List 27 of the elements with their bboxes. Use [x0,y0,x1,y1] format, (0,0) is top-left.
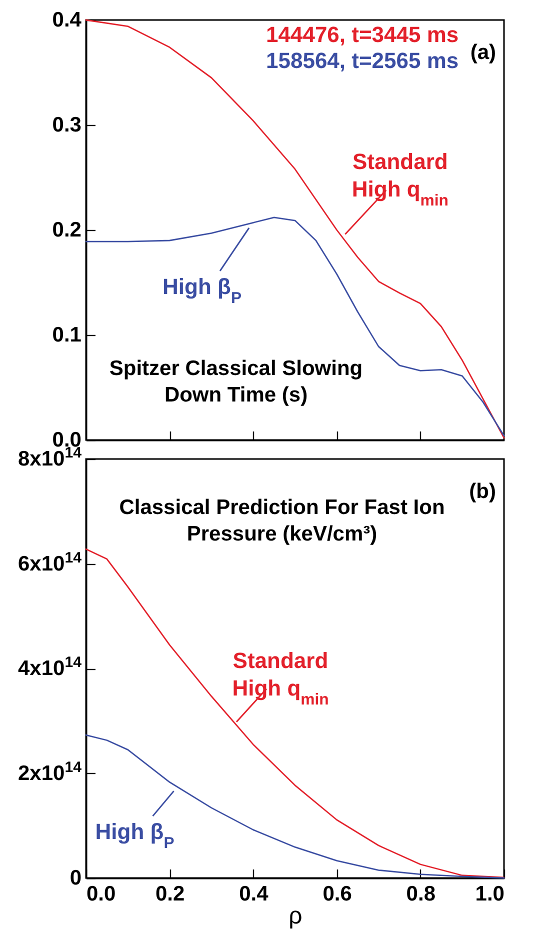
x-tick-label: 0.0 [86,882,116,906]
x-tick-label: 0.6 [322,882,352,906]
annotation: High β$_{P}$ [162,274,242,306]
annotation: (a) [470,41,496,64]
line-series [85,19,505,439]
y-tick-label: 0 [70,866,82,890]
y-tick-label: 6x10$^{14}$ [18,548,82,576]
annotation: Standard High q$_{min}$ [352,149,448,210]
annotation: Standard High q$_{min}$ [232,648,329,708]
line-series [85,216,505,436]
y-tick-label: 4x10$^{14}$ [18,654,82,680]
y-tick-label: 0.1 [52,324,82,346]
x-tick-label: 0.2 [156,882,185,906]
text: Classical Prediction For Fast Ion Pressure (keV/cm³) [119,496,445,546]
y-tick-label: 0.3 [52,114,82,136]
y-tick-label: 0.2 [52,218,82,242]
x-axis-title: ρ [288,902,302,930]
annotation: High β$_{P}$ [95,819,175,852]
x-tick-label: 1.0 [475,882,504,906]
x-tick-label: 0.4 [239,882,269,906]
x-tick-label: 0.8 [406,882,436,906]
text: 158564, t=2565 ms [266,48,459,73]
text: 144476, t=3445 ms [266,22,459,47]
y-tick-label: 0.4 [52,8,82,32]
y-tick-label: 2x10$^{14}$ [18,758,82,785]
annotation: (b) [469,480,496,503]
text: Spitzer Classical Slowing Down Time (s) [109,357,363,406]
